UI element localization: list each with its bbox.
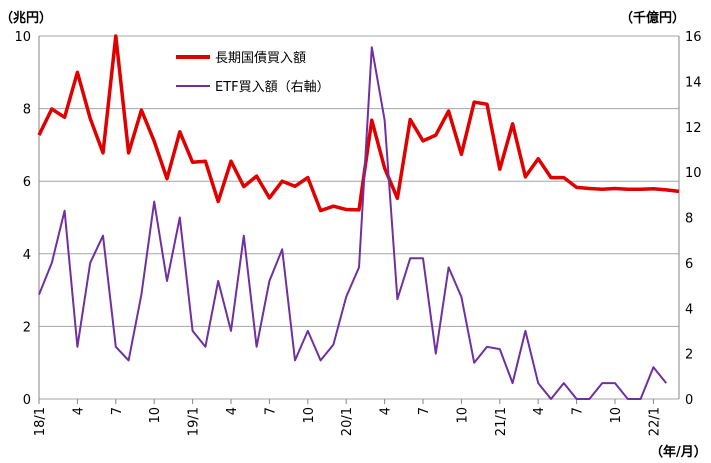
x-tick-label: 22/1	[647, 407, 662, 436]
x-tick-label: 19/1	[187, 407, 202, 436]
right-tick-label: 0	[685, 393, 693, 408]
x-tick-label: 18/1	[33, 407, 48, 436]
right-tick-label: 10	[685, 166, 702, 181]
series-line-jgb	[37, 34, 680, 213]
x-tick-label: 4	[71, 407, 86, 415]
x-tick-label: 7	[263, 407, 278, 415]
x-tick-label: 20/1	[340, 407, 355, 436]
x-tick-label: 7	[571, 407, 586, 415]
x-tick-label: 21/1	[494, 407, 509, 436]
x-tick-label: 10	[609, 407, 624, 424]
gridlines	[38, 35, 680, 400]
x-tick-label: 4	[379, 407, 394, 415]
series-line-etf	[38, 46, 667, 400]
x-tick-label: 7	[417, 407, 432, 415]
left-axis-unit: （兆円）	[0, 10, 52, 26]
right-tick-label: 12	[685, 121, 702, 136]
x-tick-label: 10	[455, 407, 470, 424]
right-tick-label: 2	[685, 348, 693, 363]
legend-label-jgb: 長期国債買入額	[215, 51, 306, 66]
right-tick-label: 16	[685, 30, 702, 45]
right-tick-label: 8	[685, 212, 693, 227]
right-tick-label: 6	[685, 257, 693, 272]
right-axis-ticks: 0 2 4 6 8 10 12 14 16	[685, 30, 702, 408]
x-tick-label: 4	[532, 407, 547, 415]
x-tick-label: 7	[110, 407, 125, 415]
left-tick-label: 0	[23, 393, 31, 408]
x-tick-label: 4	[225, 407, 240, 415]
legend: 長期国債買入額 ETF買入額（右軸）	[176, 51, 330, 95]
x-tick-label: 10	[148, 407, 163, 424]
left-tick-label: 8	[23, 103, 31, 118]
left-tick-label: 2	[23, 320, 31, 335]
x-axis-unit: （年/月）	[650, 444, 707, 460]
right-axis-unit: （千億円）	[620, 10, 685, 26]
x-axis-ticks: 18/1 4 7 10 19/1 4 7 10 20/1 4 7 10 21/1 4 7 10 22/1	[33, 399, 662, 436]
legend-label-etf: ETF買入額（右軸）	[215, 80, 330, 95]
left-axis-ticks: 0 2 4 6 8 10	[14, 30, 31, 408]
x-tick-label: 10	[302, 407, 317, 424]
right-tick-label: 4	[685, 302, 693, 317]
left-tick-label: 6	[23, 175, 31, 190]
left-tick-label: 4	[23, 248, 31, 263]
left-tick-label: 10	[14, 30, 31, 45]
right-tick-label: 14	[685, 75, 702, 90]
series-layer	[37, 34, 680, 400]
